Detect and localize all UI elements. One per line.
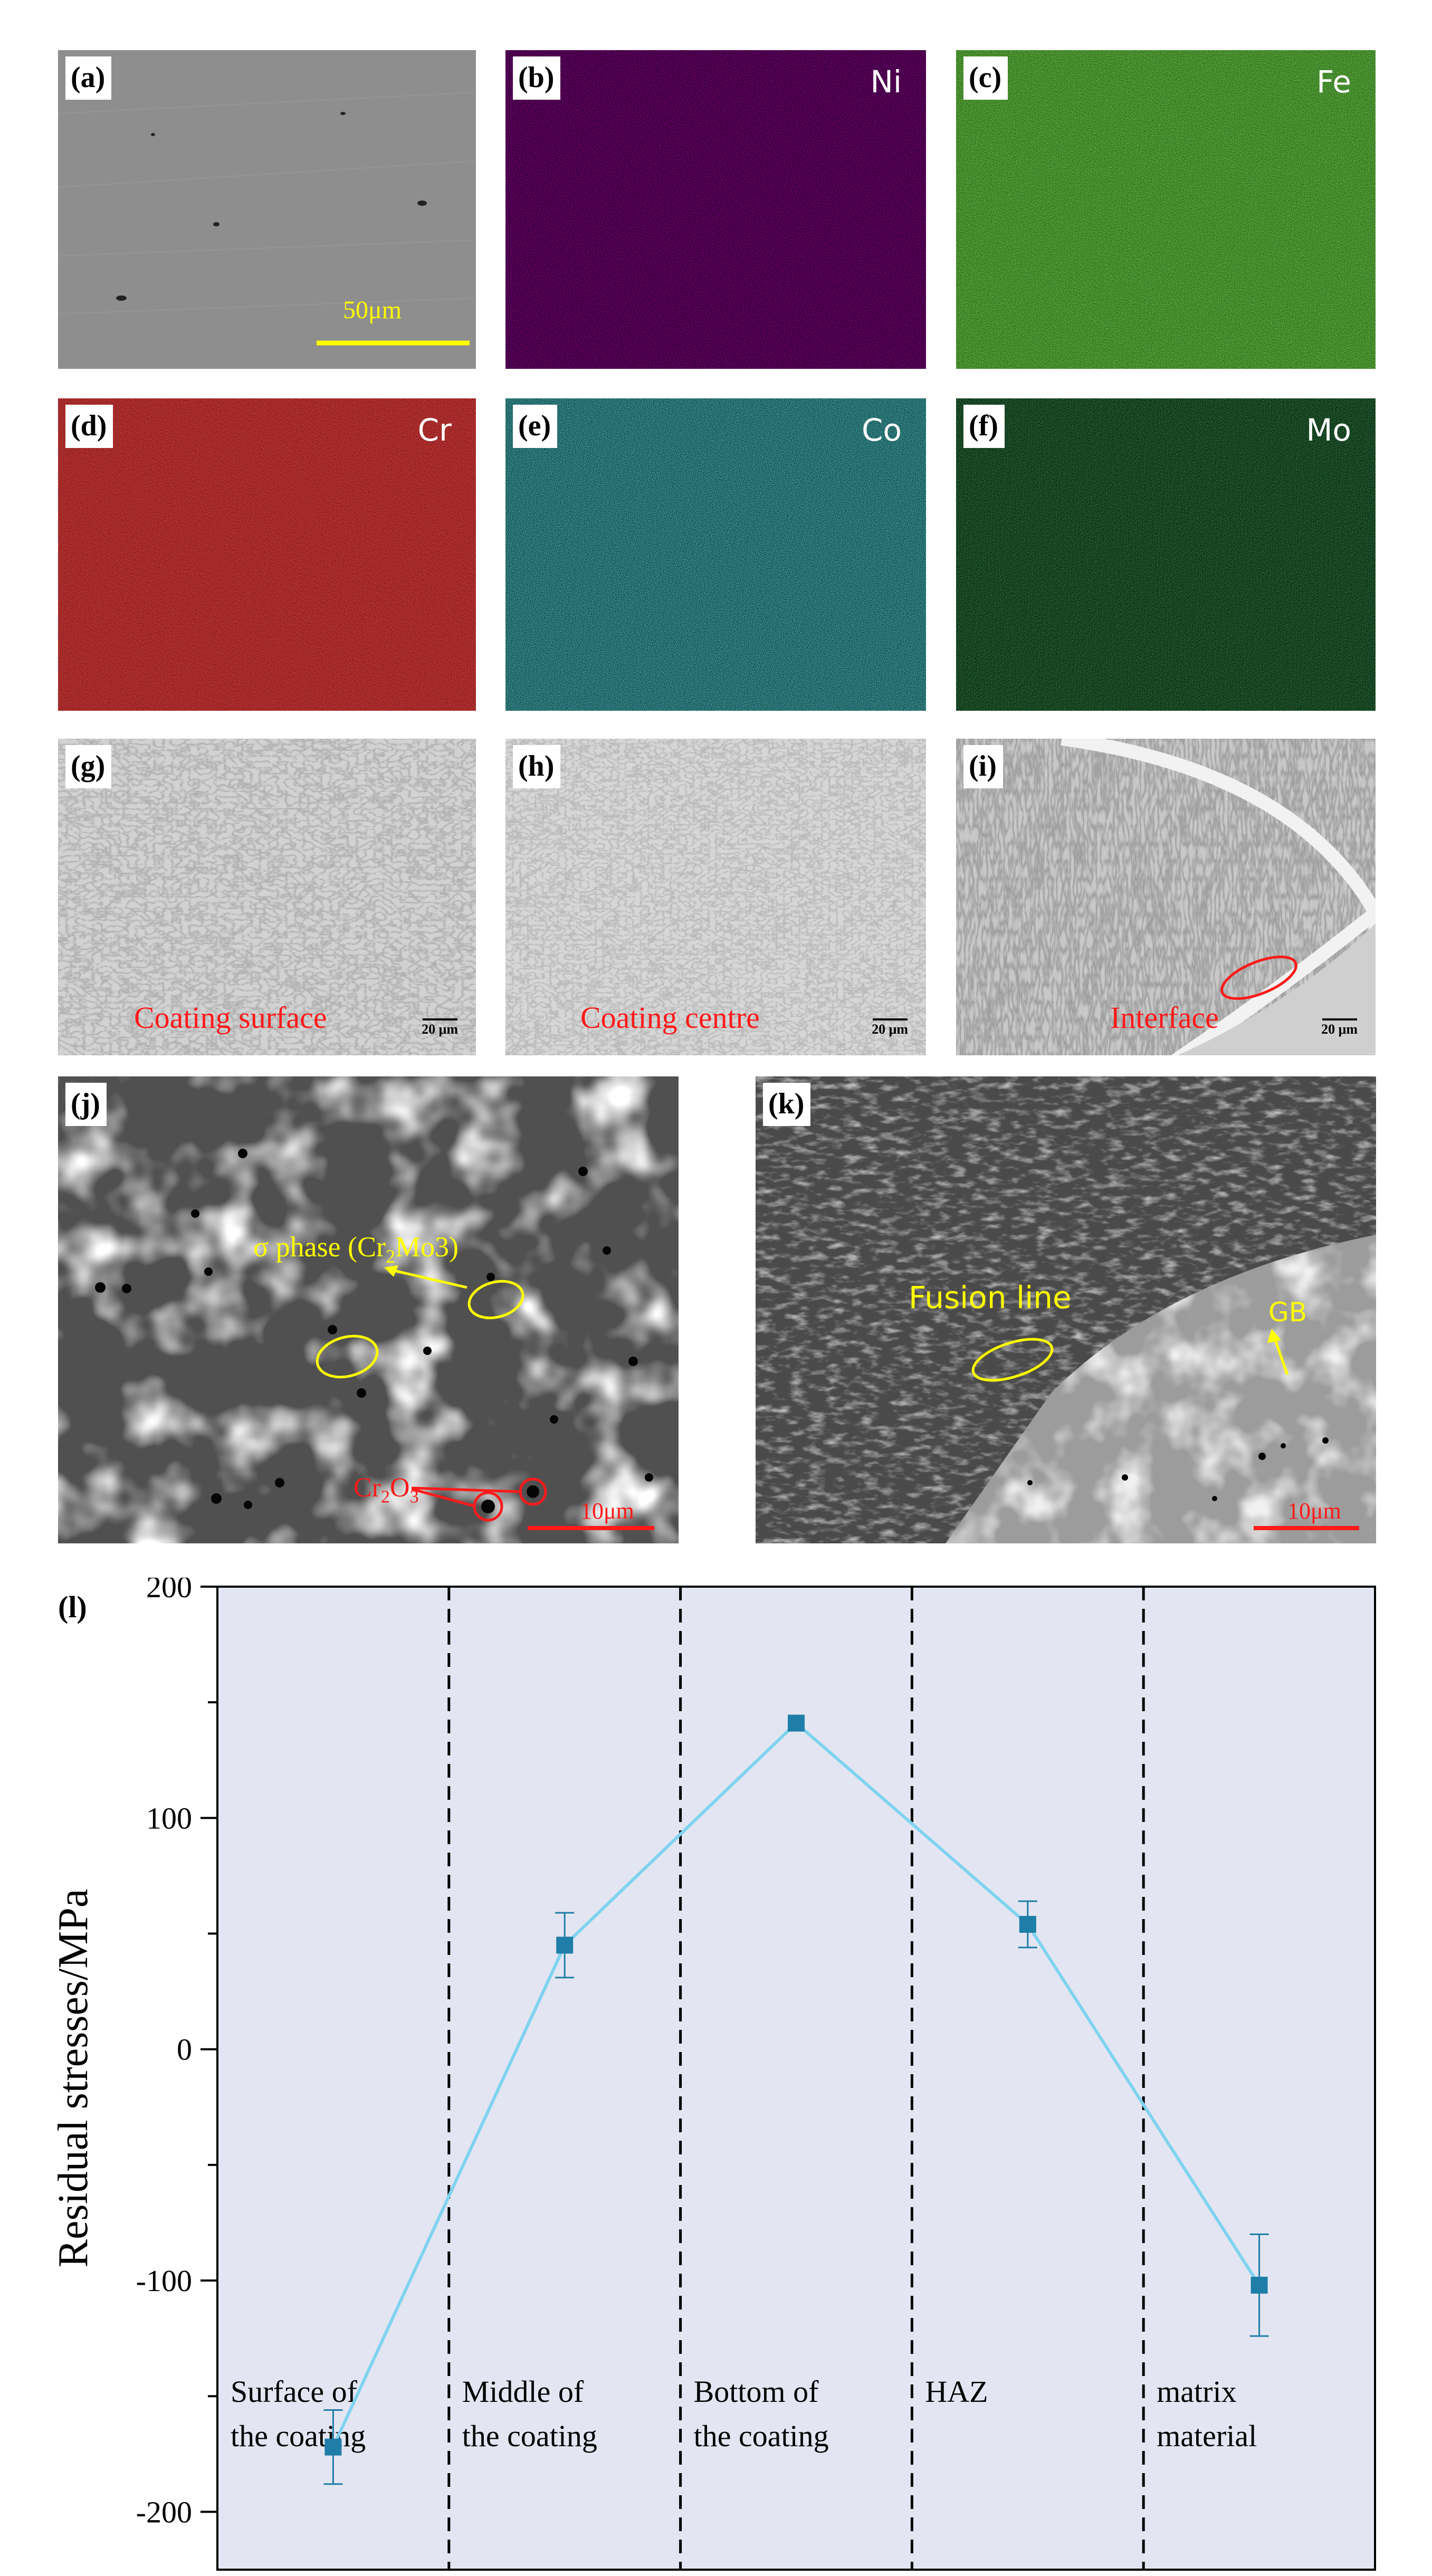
grain-boundary-annotation: GB <box>1268 1297 1307 1328</box>
panel-label: (l) <box>58 1590 87 1624</box>
panel-d-cr-map: (d) Cr <box>58 398 476 711</box>
y-tick-label: -200 <box>136 2495 192 2529</box>
panel-c-fe-map: (c) Fe <box>956 50 1376 369</box>
panel-k-fusion-line: (k) Fusion line GB 10μm <box>756 1076 1376 1543</box>
data-point <box>556 1936 574 1954</box>
scale-bar-label: 20 μm <box>422 1022 458 1037</box>
scale-bar: 20 μm <box>872 1018 908 1037</box>
data-point <box>788 1714 805 1732</box>
panel-j-sigma-phase: (j) σ phase (Cr2Mo3) Cr2O3 10μm <box>58 1076 679 1543</box>
eds-cr-texture <box>58 398 476 711</box>
panel-label: (a) <box>65 56 112 100</box>
y-tick-label: 100 <box>146 1801 192 1835</box>
element-label: Co <box>862 412 902 448</box>
plot-area <box>216 1586 1376 2571</box>
panel-h-coating-centre: (h) Coating centre 20 μm <box>505 739 926 1055</box>
panel-f-mo-map: (f) Mo <box>956 398 1376 711</box>
category-label: the coating <box>462 2419 597 2453</box>
eds-co-texture <box>505 398 926 711</box>
panel-label: (g) <box>65 745 112 788</box>
interface-texture <box>956 739 1376 1055</box>
residual-stress-chart: (l) -200 -100 0 100 200 Residual stresses/MPa S… <box>50 1578 1376 2571</box>
data-point <box>1250 2276 1268 2294</box>
element-label: Ni <box>870 64 902 100</box>
category-label: Surface of <box>231 2374 358 2409</box>
panel-a-sem-image: (a) 50μm <box>58 50 476 369</box>
dendrite-texture <box>505 739 926 1055</box>
sem-phase-texture <box>58 1076 679 1543</box>
category-label: matrix <box>1157 2374 1236 2409</box>
oxide-annotation: Cr2O3 <box>354 1473 419 1507</box>
element-label: Fe <box>1316 64 1351 100</box>
caption: Coating centre <box>580 1000 760 1035</box>
scale-bar-label: 10μm <box>580 1498 634 1524</box>
eds-fe-texture <box>956 50 1376 369</box>
panel-i-interface: (i) Interface 20 μm <box>956 739 1376 1055</box>
panel-label: (j) <box>65 1083 107 1126</box>
fusion-line-annotation: Fusion line <box>909 1280 1072 1315</box>
caption: Interface <box>1110 1000 1219 1035</box>
dendrite-texture <box>58 739 476 1055</box>
scale-bar: 20 μm <box>422 1018 458 1037</box>
eds-mo-texture <box>956 398 1376 711</box>
scale-bar-label: 20 μm <box>872 1022 908 1037</box>
panel-label: (f) <box>963 405 1005 448</box>
panel-label: (e) <box>513 405 558 448</box>
panel-g-coating-surface: (g) Coating surface 20 μm <box>58 739 476 1055</box>
category-label: HAZ <box>925 2374 988 2409</box>
panel-label: (i) <box>963 745 1003 788</box>
panel-label: (d) <box>65 405 113 448</box>
panel-b-ni-map: (b) Ni <box>505 50 926 369</box>
y-tick-label: 0 <box>177 2033 192 2067</box>
sigma-phase-annotation: σ phase (Cr2Mo3) <box>253 1231 459 1267</box>
category-label: Bottom of <box>694 2374 819 2409</box>
panel-label: (c) <box>963 56 1008 100</box>
panel-label: (h) <box>513 745 561 788</box>
panel-e-co-map: (e) Co <box>505 398 926 711</box>
category-label: Middle of <box>462 2374 584 2409</box>
scale-bar-label: 50μm <box>343 296 402 324</box>
scale-bar: 20 μm <box>1321 1018 1358 1037</box>
caption: Coating surface <box>134 1000 327 1035</box>
element-label: Mo <box>1306 412 1351 448</box>
data-point <box>324 2438 342 2456</box>
y-tick-label: 200 <box>146 1578 192 1604</box>
element-label: Cr <box>417 412 452 448</box>
fusion-texture <box>756 1076 1376 1543</box>
category-label: the coating <box>694 2419 829 2453</box>
category-label: material <box>1157 2419 1257 2453</box>
y-tick-label: -100 <box>136 2264 192 2298</box>
panel-label: (k) <box>763 1083 811 1126</box>
data-point <box>1019 1915 1036 1933</box>
panel-label: (b) <box>513 56 561 100</box>
eds-ni-texture <box>505 50 926 369</box>
scale-bar-label: 10μm <box>1287 1498 1341 1524</box>
sem-texture <box>58 50 476 369</box>
y-axis-label: Residual stresses/MPa <box>50 1889 97 2268</box>
scale-bar-label: 20 μm <box>1321 1022 1358 1037</box>
